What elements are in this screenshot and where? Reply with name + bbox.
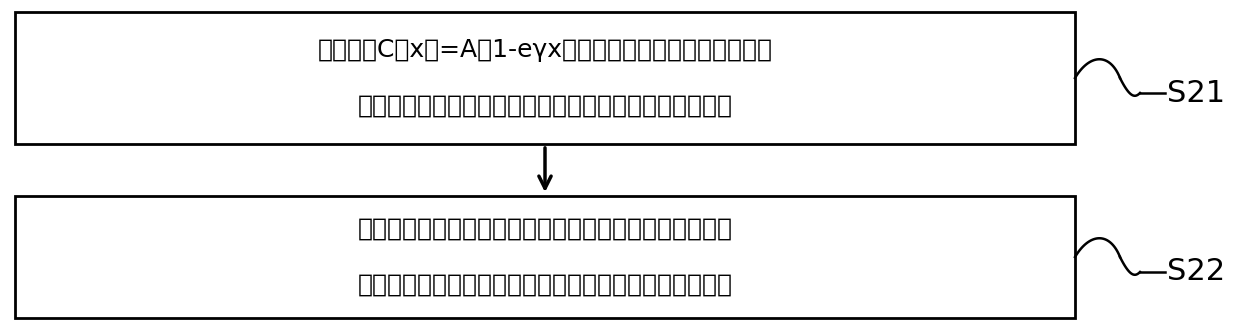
Text: S22: S22	[1167, 258, 1226, 287]
Text: S21: S21	[1167, 79, 1226, 108]
Text: 根据公式C（x）=A（1-eγx）计算面板上沿着栅极线不同位: 根据公式C（x）=A（1-eγx）计算面板上沿着栅极线不同位	[317, 38, 773, 62]
Text: 根据补偿的容值计算面板上沿着栅极线不同位置处的像素: 根据补偿的容值计算面板上沿着栅极线不同位置处的像素	[358, 217, 733, 241]
Bar	[15, 196, 1075, 318]
Bar	[15, 12, 1075, 144]
Text: 单元中的开关元件的寄生电容的两个极板之间的相对面积: 单元中的开关元件的寄生电容的两个极板之间的相对面积	[358, 273, 733, 297]
Text: 置处的像素单元中的开关元件的寄生电容需要补偿的容值: 置处的像素单元中的开关元件的寄生电容需要补偿的容值	[358, 94, 733, 118]
